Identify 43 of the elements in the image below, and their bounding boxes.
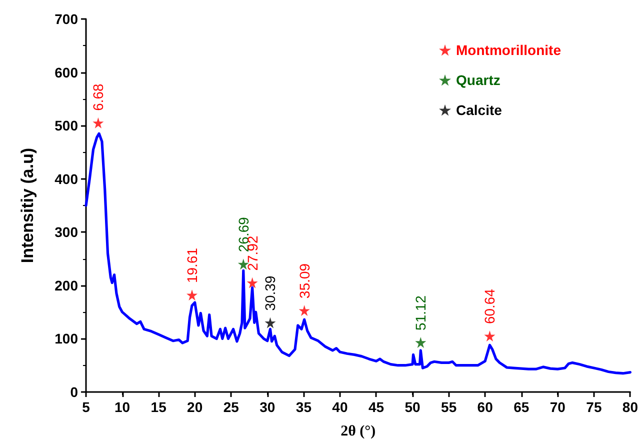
point (415, 336, 426, 348)
y-tick-label: 600 (54, 64, 78, 80)
point (484, 330, 496, 342)
x-tick-label: 55 (441, 399, 457, 415)
x-tick-label: 45 (368, 399, 384, 415)
x-tick-label: 15 (150, 399, 167, 415)
x-tick-label: 75 (586, 399, 602, 415)
point (298, 304, 310, 316)
x-tick-label: 5 (82, 399, 90, 415)
annotation: 30.39 (262, 275, 278, 311)
x-tick-label: 25 (223, 399, 240, 415)
y-tick-label: 700 (54, 11, 78, 27)
x-tick-label: 50 (404, 399, 421, 415)
x-tick-label: 35 (296, 399, 312, 415)
annotation: 19.61 (184, 248, 200, 284)
legend-label: Calcite (456, 102, 502, 118)
y-tick-label: 200 (54, 277, 78, 294)
annotation: 60.64 (482, 288, 498, 324)
annotation: 35.09 (296, 263, 312, 298)
y-axis-title: Intensitiy (a.u) (18, 148, 37, 264)
point (92, 117, 104, 128)
point (186, 290, 198, 301)
x-tick-label: 80 (622, 399, 638, 415)
x-tick-label: 40 (332, 399, 348, 415)
y-tick-label: 0 (70, 384, 78, 400)
line-series (84, 132, 632, 375)
x-tick-label: 60 (477, 399, 494, 415)
point (264, 317, 276, 328)
x-tick-label: 70 (550, 399, 566, 415)
y-tick-label: 300 (54, 224, 78, 240)
y-tick-label: 400 (54, 170, 78, 187)
x-tick-label: 30 (260, 399, 276, 415)
x-tick-label: 10 (114, 399, 130, 415)
legend-label: Quartz (456, 72, 500, 88)
annotation: 51.12 (412, 295, 429, 330)
y-tick-label: 500 (54, 118, 78, 134)
y-tick-label: 100 (54, 330, 78, 347)
x-tick-label: 65 (514, 399, 530, 415)
legend-label: Montmorillonite (456, 42, 562, 58)
x-axis-title: 2θ (°) (340, 424, 376, 440)
annotation: 6.68 (90, 83, 106, 111)
point (246, 277, 258, 288)
x-tick-label: 20 (187, 399, 203, 415)
